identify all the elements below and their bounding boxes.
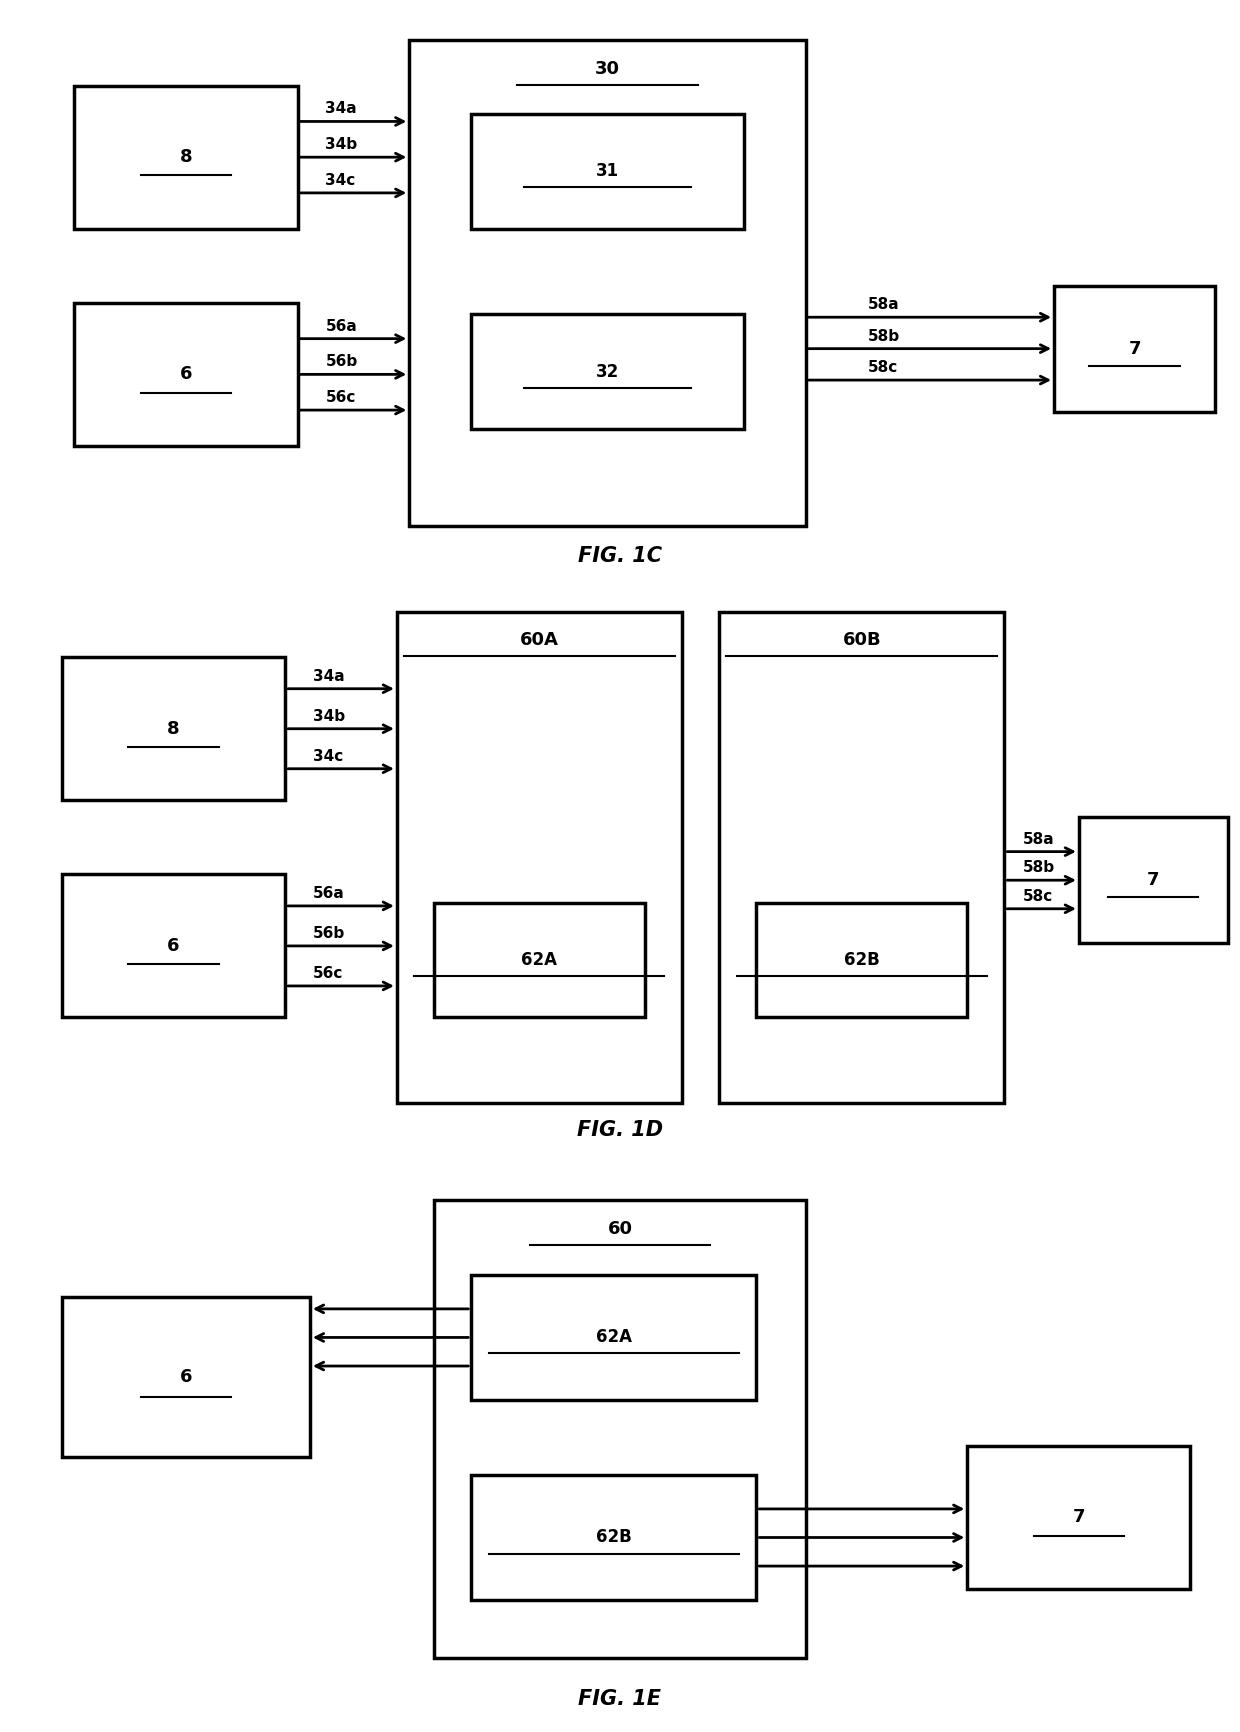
Text: 56b: 56b (312, 927, 346, 940)
Bar (1054, 286, 1215, 412)
Text: FIG. 1E: FIG. 1E (579, 1689, 661, 1709)
Bar (1079, 818, 1228, 942)
Bar (719, 611, 1004, 1103)
Text: 60A: 60A (520, 630, 559, 650)
Bar (74, 85, 298, 229)
Text: 7: 7 (1147, 871, 1159, 889)
Bar (471, 1474, 756, 1600)
Text: 7: 7 (1073, 1509, 1085, 1526)
Text: 62A: 62A (521, 951, 558, 970)
Bar (409, 40, 806, 527)
Bar (434, 902, 645, 1017)
Text: 6: 6 (180, 365, 192, 383)
Text: 56b: 56b (325, 355, 358, 369)
Text: 34c: 34c (325, 173, 356, 187)
Bar (471, 114, 744, 229)
Bar (756, 902, 967, 1017)
Text: 34c: 34c (312, 748, 343, 764)
Text: 56c: 56c (312, 966, 343, 980)
Text: 8: 8 (167, 721, 180, 738)
Text: 6: 6 (167, 937, 180, 954)
Text: 32: 32 (596, 362, 619, 381)
Text: 58b: 58b (1023, 861, 1055, 875)
Text: 56a: 56a (312, 885, 345, 901)
Bar (62, 1297, 310, 1458)
Bar (967, 1446, 1190, 1588)
Text: 58c: 58c (1023, 889, 1053, 904)
Text: 56a: 56a (325, 319, 357, 334)
Text: FIG. 1C: FIG. 1C (578, 546, 662, 566)
Text: 34a: 34a (312, 669, 345, 684)
Text: 7: 7 (1128, 339, 1141, 357)
Bar (62, 656, 285, 800)
Text: 60B: 60B (842, 630, 882, 650)
Bar (471, 315, 744, 430)
Text: 62A: 62A (595, 1328, 632, 1346)
Text: FIG. 1D: FIG. 1D (577, 1121, 663, 1140)
Bar (471, 1275, 756, 1399)
Text: 58a: 58a (868, 298, 900, 312)
Text: 30: 30 (595, 59, 620, 78)
Text: 60: 60 (608, 1219, 632, 1238)
Text: 62B: 62B (596, 1529, 631, 1547)
Text: 6: 6 (180, 1368, 192, 1386)
Text: 62B: 62B (844, 951, 879, 970)
Bar (62, 875, 285, 1017)
Text: 34b: 34b (325, 137, 357, 152)
Bar (434, 1200, 806, 1658)
Text: 58a: 58a (1023, 831, 1055, 847)
Text: 31: 31 (596, 163, 619, 180)
Text: 58c: 58c (868, 360, 898, 376)
Text: 34b: 34b (312, 708, 345, 724)
Text: 34a: 34a (325, 102, 357, 116)
Text: 56c: 56c (325, 390, 356, 405)
Bar (74, 303, 298, 445)
Bar (397, 611, 682, 1103)
Text: 58b: 58b (868, 329, 900, 343)
Text: 8: 8 (180, 149, 192, 166)
